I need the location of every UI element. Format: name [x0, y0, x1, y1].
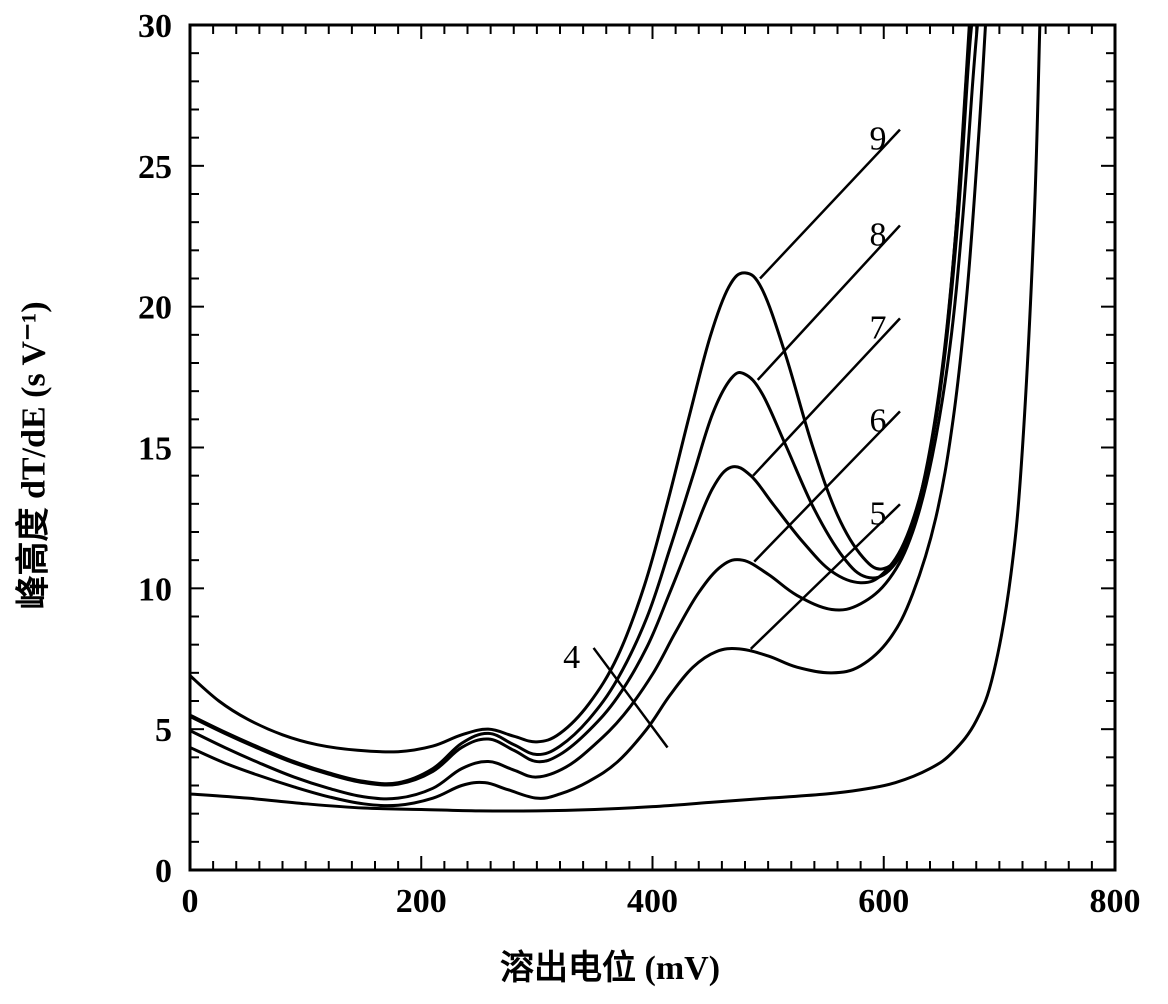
y-tick-label: 0: [155, 853, 172, 890]
annotation-label: 9: [869, 121, 886, 158]
series-5: [190, 25, 986, 806]
x-tick-label: 600: [858, 883, 909, 920]
chart-container: 0 200 400 600 800 0 5 10 15 20 25 30 9 8 7 6 5 4 峰高度 dT/d…: [0, 0, 1168, 1004]
y-axis-label: 峰高度 dT/dE (s V⁻¹): [6, 310, 55, 610]
annotation-label: 6: [869, 402, 886, 439]
x-tick-label: 800: [1090, 883, 1141, 920]
y-tick-label: 5: [155, 712, 172, 749]
x-tick-label: 0: [182, 883, 199, 920]
y-tick-label: 10: [138, 571, 172, 608]
series-6: [190, 25, 977, 799]
annotation-label: 8: [869, 216, 886, 253]
x-tick-label: 200: [396, 883, 447, 920]
series-4: [190, 25, 1040, 811]
series-7: [190, 25, 972, 785]
y-tick-label: 15: [138, 431, 172, 468]
annotation-label: 7: [869, 309, 886, 346]
annotation-label: 5: [869, 495, 886, 532]
x-tick-label: 400: [627, 883, 678, 920]
y-tick-label: 25: [138, 149, 172, 186]
annotation-label: 4: [563, 639, 580, 676]
series-group: [190, 25, 1040, 811]
y-tick-label: 30: [138, 8, 172, 45]
chart-svg: 0 200 400 600 800 0 5 10 15 20 25 30 9 8 7 6 5 4: [0, 0, 1168, 1004]
y-tick-label: 20: [138, 290, 172, 327]
x-axis-label: 溶出电位 (mV): [500, 940, 720, 989]
